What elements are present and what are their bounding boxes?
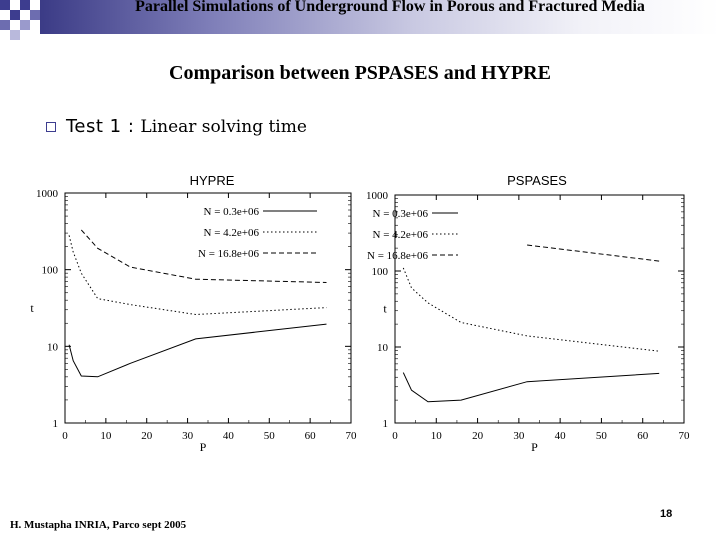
pspases-chart: PSPASES 1 10 100 1000 0 10 20 30 40 50 60 70 Pt N = 0.…	[366, 173, 691, 454]
series-line	[68, 323, 327, 378]
y-tick-label: 100	[42, 265, 59, 277]
series-line	[402, 372, 660, 403]
chart-title: HYPRE	[190, 173, 235, 188]
legend-label: N = 4.2e+06	[373, 229, 429, 241]
x-tick-label: 60	[637, 430, 649, 442]
series-line	[527, 244, 660, 262]
legend-label: N = 16.8e+06	[367, 250, 428, 262]
chart-title: PSPASES	[507, 173, 567, 188]
x-tick-label: 0	[392, 430, 398, 442]
title-banner: Parallel Simulations of Underground Flow…	[0, 0, 720, 44]
x-tick-label: 70	[346, 430, 358, 442]
bullet-text: Test 1 : Linear solving time	[66, 116, 307, 137]
series-line	[80, 229, 327, 283]
x-tick-label: 10	[431, 430, 443, 442]
y-tick-label: 100	[372, 266, 389, 278]
series-line	[402, 267, 660, 352]
x-axis-label: P	[531, 440, 538, 454]
x-tick-label: 0	[62, 430, 68, 442]
plot-frame	[394, 194, 685, 424]
bullet-item: Test 1 : Linear solving time	[46, 116, 307, 137]
x-tick-label: 20	[141, 430, 153, 442]
x-tick-label: 10	[100, 430, 112, 442]
page-number: 18	[660, 508, 673, 520]
y-tick-label: 1	[383, 418, 389, 430]
x-tick-label: 60	[305, 430, 317, 442]
bullet-rest-text: Linear solving time	[140, 117, 307, 137]
y-tick-label: 1000	[36, 188, 59, 200]
y-tick-label: 10	[377, 342, 389, 354]
x-tick-label: 70	[679, 430, 691, 442]
square-bullet-icon	[46, 121, 56, 132]
legend-label: N = 16.8e+06	[198, 248, 259, 260]
slide-subtitle: Comparison between PSPASES and HYPRE	[169, 62, 551, 84]
x-tick-label: 50	[596, 430, 608, 442]
hypre-chart: HYPRE 1 10 100 1000 0 10 20 30 40 50 60 70 Pt N = 0.3e…	[30, 173, 358, 454]
x-tick-label: 40	[555, 430, 567, 442]
x-tick-label: 30	[182, 430, 194, 442]
x-tick-label: 40	[223, 430, 235, 442]
title-gradient-bar	[40, 0, 720, 34]
y-tick-label: 1	[53, 418, 59, 430]
bullet-lead-text: Test 1 :	[66, 116, 135, 137]
slide-title: Parallel Simulations of Underground Flow…	[135, 0, 645, 15]
x-axis-label: P	[200, 440, 207, 454]
x-tick-label: 20	[472, 430, 484, 442]
y-tick-label: 10	[47, 341, 59, 353]
series-line	[68, 235, 327, 316]
footer-text: H. Mustapha INRIA, Parco sept 2005	[10, 519, 187, 531]
y-tick-label: 1000	[366, 190, 389, 202]
legend-label: N = 4.2e+06	[204, 227, 260, 239]
x-tick-label: 30	[513, 430, 525, 442]
legend-label: N = 0.3e+06	[204, 206, 260, 218]
y-axis-label: t	[383, 302, 387, 316]
y-axis-label: t	[30, 301, 34, 315]
checker-pattern-decoration	[0, 0, 110, 44]
x-tick-label: 50	[264, 430, 276, 442]
legend-label: N = 0.3e+06	[373, 208, 429, 220]
